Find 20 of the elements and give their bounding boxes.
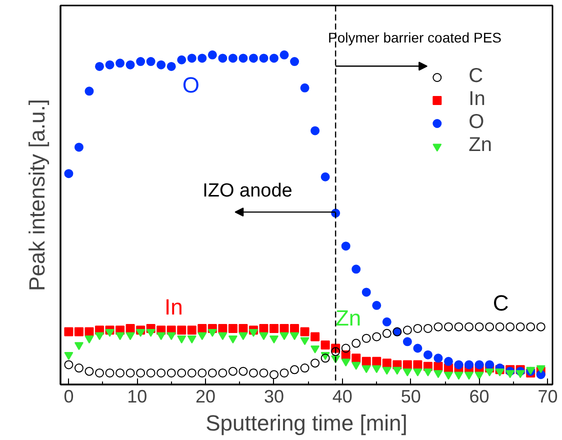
y-axis-title: Peak intensity [a.u.] — [24, 99, 50, 291]
text: C — [492, 290, 509, 316]
legend-label: In — [468, 88, 486, 111]
legend-label: C — [468, 65, 484, 88]
x-tick-label: 20 — [196, 386, 216, 406]
x-tick-label: 50 — [400, 386, 421, 406]
x-tick-label: 10 — [127, 386, 148, 406]
text: In — [164, 294, 183, 320]
text: Zn — [335, 306, 362, 331]
text: Polymer barrier coated PES — [328, 30, 502, 46]
x-tick-label: 60 — [469, 386, 490, 406]
x-tick-label: 40 — [332, 386, 352, 406]
annotation: IZO anode — [202, 180, 292, 202]
x-axis-title: Sputtering time [min] — [206, 410, 408, 436]
x-tick-label: 70 — [538, 386, 558, 406]
x-tick-label: 30 — [264, 386, 284, 406]
legend-label: Zn — [468, 134, 492, 157]
x-tick-label: 0 — [64, 386, 74, 406]
legend-label: O — [468, 111, 486, 134]
text: O — [182, 72, 200, 98]
